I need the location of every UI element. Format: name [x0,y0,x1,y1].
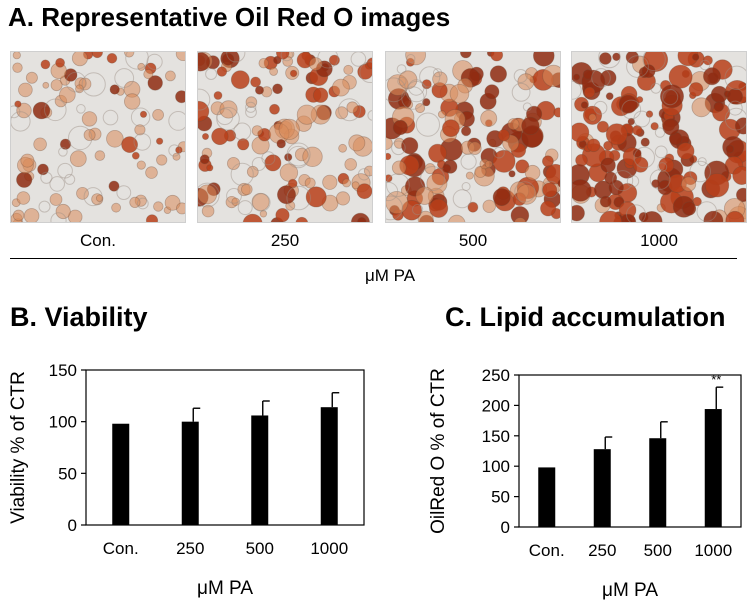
panel-c-title: C. Lipid accumulation [445,302,726,332]
viability-ytick-label: 150 [49,361,77,380]
lipid-ytick-label: 150 [482,427,510,446]
image-label-1000: 1000 [640,231,678,250]
lipid-ylabel: OilRed O % of CTR [428,368,449,534]
lipid-bar-500 [649,438,667,527]
lipid-ytick-label: 200 [482,396,510,415]
lipid-xtick-label: 1000 [694,541,732,560]
lipid-bar-Con. [538,467,556,527]
oil-red-o-image-250 [197,51,373,223]
viability-bar-Con. [112,423,130,525]
viability-ytick-label: 100 [49,413,77,432]
lipid-bar-250 [593,449,611,527]
viability-ytick-label: 0 [68,516,77,535]
lipid-xlabel: μM PA [602,580,658,601]
lipid-ytick-label: 0 [501,518,510,537]
oil-red-o-image-1000 [571,51,747,223]
lipid-bar-1000 [704,409,722,527]
viability-ytick-label: 50 [58,464,77,483]
lipid-xtick-label: 250 [588,541,616,560]
viability-plot-frame [85,369,365,526]
viability-xtick-label: Con. [103,539,139,558]
panel-a-title: A. Representative Oil Red O images [8,2,451,32]
oil-red-o-image-500 [385,51,561,223]
viability-chart: 0 50 100 150 Con. 250 500 1000 μM PA Viability % … [8,361,365,599]
lipid-xtick-label: Con. [529,541,565,560]
panel-a-xlabel: μM PA [364,266,416,285]
concentration-axis-line [10,258,737,259]
panel-b-title: B. Viability [10,302,148,332]
viability-bar-500 [251,415,269,525]
lipid-plot-frame [518,374,742,528]
image-label-250: 250 [270,231,300,250]
viability-bar-250 [181,421,199,525]
image-label-500: 500 [458,231,488,250]
viability-xtick-label: 500 [246,539,274,558]
oil-red-o-image-con [10,51,186,223]
lipid-ytick-label: 50 [491,488,510,507]
viability-xlabel: μM PA [197,578,253,599]
lipid-accumulation-chart: 0 50 100 150 200 250 Con. 250 500 1000 ** μM PA OilR… [428,366,742,601]
viability-ylabel: Viability % of CTR [8,371,29,524]
lipid-xtick-label: 500 [644,541,672,560]
image-label-con: Con. [80,231,116,250]
lipid-significance-label: ** [711,372,721,387]
viability-bar-1000 [320,407,338,525]
lipid-ytick-label: 100 [482,457,510,476]
viability-xtick-label: 1000 [310,539,348,558]
lipid-ytick-label: 250 [482,366,510,385]
viability-xtick-label: 250 [176,539,204,558]
